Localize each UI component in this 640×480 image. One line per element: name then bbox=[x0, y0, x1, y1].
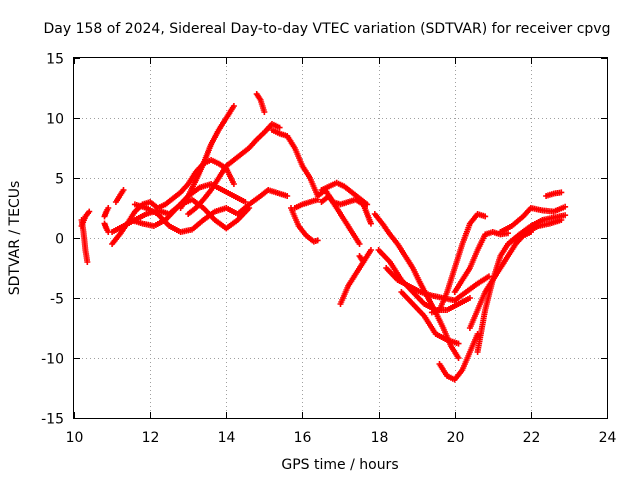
point-markers bbox=[466, 229, 534, 331]
point-markers bbox=[337, 247, 374, 307]
x-tick-label: 20 bbox=[447, 430, 465, 446]
x-tick-label: 18 bbox=[371, 430, 389, 446]
point-markers bbox=[185, 121, 283, 217]
point-markers bbox=[101, 205, 112, 220]
point-markers bbox=[318, 179, 371, 208]
series-track-14 bbox=[284, 133, 374, 227]
series-track-32 bbox=[512, 217, 565, 241]
y-tick-label: 0 bbox=[55, 232, 64, 248]
y-tick-label: 5 bbox=[55, 172, 64, 188]
series-track-28 bbox=[466, 229, 534, 331]
series-track-25 bbox=[428, 211, 489, 316]
series-track-26 bbox=[436, 331, 481, 383]
x-axis-label: GPS time / hours bbox=[281, 457, 398, 473]
point-markers bbox=[398, 289, 462, 347]
series-track-16 bbox=[291, 196, 321, 211]
series-track-5 bbox=[109, 157, 237, 247]
point-markers bbox=[112, 187, 127, 205]
series-track-3 bbox=[101, 205, 112, 220]
series-track-23 bbox=[383, 265, 492, 304]
point-markers bbox=[543, 189, 565, 199]
x-tick-label: 16 bbox=[294, 430, 312, 446]
point-markers bbox=[436, 331, 481, 383]
point-markers bbox=[291, 196, 321, 211]
point-markers bbox=[253, 91, 268, 115]
point-markers bbox=[428, 211, 489, 316]
series-track-2 bbox=[78, 208, 93, 229]
point-markers bbox=[101, 220, 112, 235]
grid-layer bbox=[74, 58, 607, 418]
x-tick-label: 10 bbox=[66, 430, 84, 446]
series-track-17 bbox=[318, 179, 371, 208]
point-markers bbox=[356, 253, 367, 265]
y-tick-label: -5 bbox=[50, 292, 64, 308]
series-track-10 bbox=[177, 103, 237, 211]
data-points bbox=[78, 91, 569, 383]
x-tick-label: 22 bbox=[523, 430, 541, 446]
plot-frame bbox=[73, 57, 608, 419]
series-track-9 bbox=[131, 187, 291, 235]
y-tick-label: 15 bbox=[46, 52, 64, 68]
series-track-19 bbox=[337, 247, 374, 307]
series-track-7 bbox=[112, 187, 127, 205]
y-tick-label: -15 bbox=[41, 412, 64, 428]
point-markers bbox=[78, 208, 93, 229]
series-track-15 bbox=[288, 205, 321, 245]
series-track-24 bbox=[398, 289, 462, 347]
chart-title: Day 158 of 2024, Sidereal Day-to-day VTE… bbox=[44, 21, 611, 37]
y-axis-label: SDTVAR / TECUs bbox=[7, 181, 23, 296]
series-track-30 bbox=[497, 203, 569, 235]
series-track-12 bbox=[253, 91, 268, 115]
point-markers bbox=[318, 193, 363, 247]
point-markers bbox=[177, 103, 237, 211]
point-markers bbox=[383, 265, 492, 304]
point-markers bbox=[284, 133, 374, 227]
series-track-18 bbox=[318, 193, 363, 247]
point-markers bbox=[497, 203, 569, 235]
series-track-11 bbox=[185, 121, 283, 217]
x-tick-label: 24 bbox=[599, 430, 617, 446]
series-track-4 bbox=[101, 220, 112, 235]
series-track-33 bbox=[543, 189, 565, 199]
y-tick-label: -10 bbox=[41, 352, 64, 368]
series-track-20 bbox=[356, 253, 367, 265]
point-markers bbox=[512, 217, 565, 241]
y-tick-label: 10 bbox=[46, 112, 64, 128]
x-tick-label: 12 bbox=[142, 430, 160, 446]
point-markers bbox=[288, 205, 321, 245]
point-markers bbox=[109, 157, 237, 247]
point-markers bbox=[131, 187, 291, 235]
axes: 10 12 14 16 18 20 22 24 -15 -10 -5 0 5 10 15 bbox=[41, 52, 616, 447]
x-tick-label: 14 bbox=[218, 430, 236, 446]
